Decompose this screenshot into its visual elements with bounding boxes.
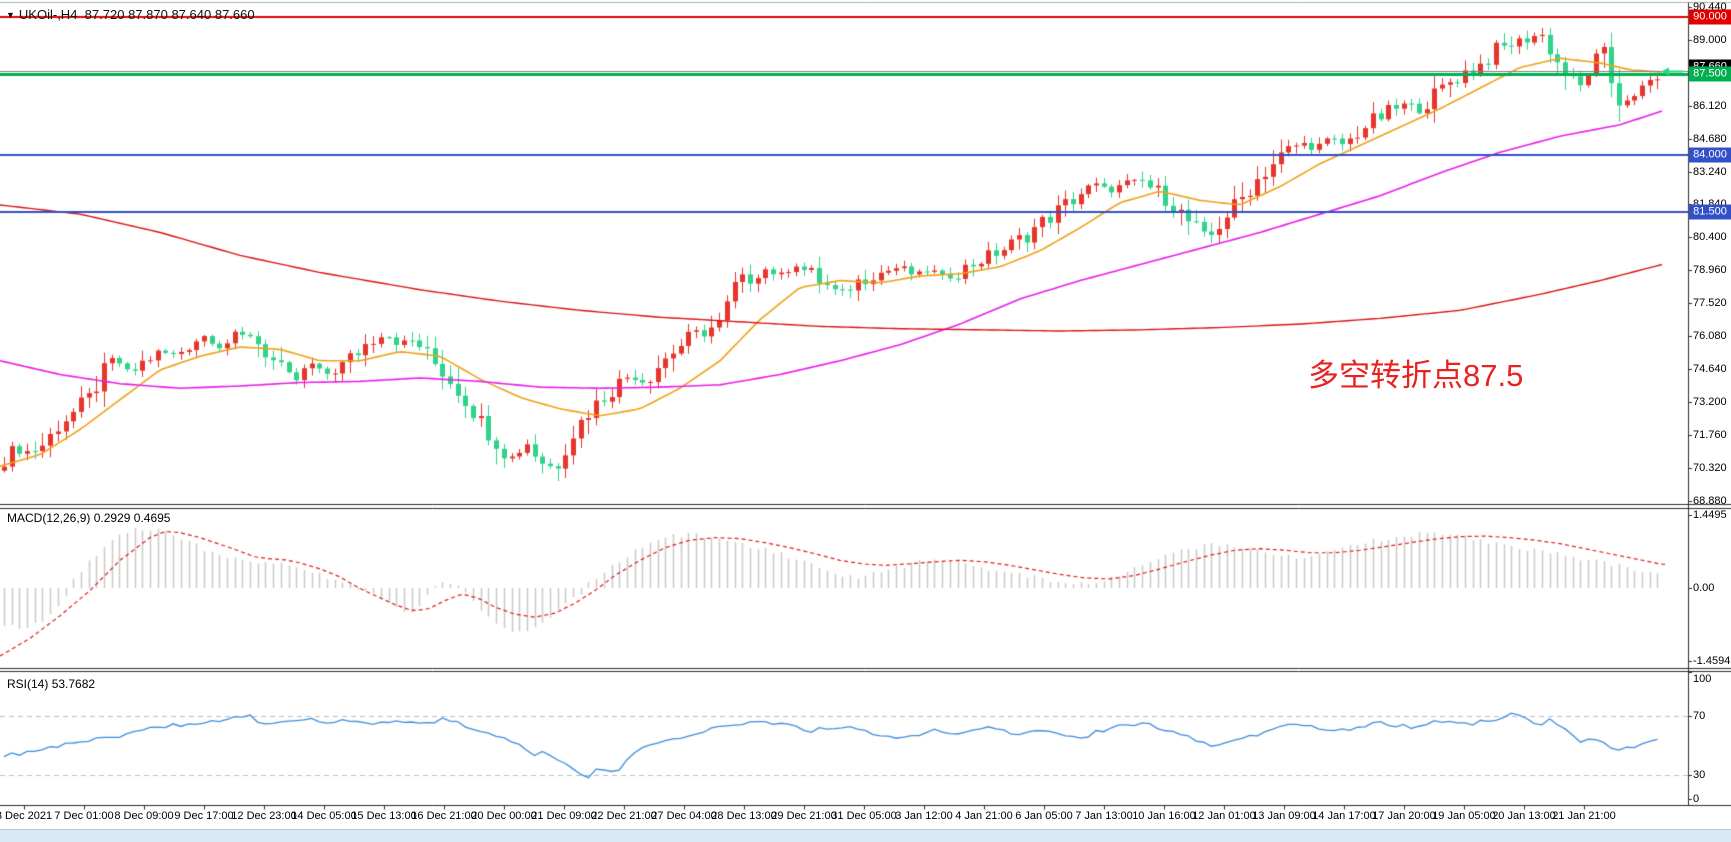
macd-main-value: 0.2929 [93, 511, 131, 525]
date-tick-label: 27 Dec 04:00 [651, 810, 717, 822]
price-tick-label: 71.760 [1693, 429, 1727, 441]
date-tick-label: 9 Dec 17:00 [174, 810, 234, 822]
ohlc-open: 87.720 [84, 7, 125, 22]
date-tick-label: 14 Dec 05:00 [291, 810, 357, 822]
date-tick-label: 21 Dec 09:00 [531, 810, 597, 822]
rsi-tick-label: 0 [1693, 793, 1700, 805]
macd-tick-label: 1.4495 [1693, 509, 1727, 521]
rsi-tick-label: 70 [1693, 710, 1706, 722]
date-tick-label: 8 Dec 09:00 [114, 810, 174, 822]
date-tick-label: 20 Dec 00:00 [471, 810, 537, 822]
price-tick-label: 89.000 [1693, 33, 1727, 46]
rsi-tick-label: 100 [1693, 673, 1712, 685]
price-badge: 84.000 [1689, 147, 1731, 163]
date-tick-label: 14 Jan 17:00 [1312, 810, 1376, 822]
rsi-name: RSI(14) [7, 677, 49, 691]
price-tick-label: 74.640 [1693, 363, 1727, 376]
chart-title: ▼ UKOil-,H4 87.720 87.870 87.640 87.660 [6, 7, 255, 22]
ohlc-close: 87.660 [214, 7, 255, 22]
macd-tick-label: 0.00 [1693, 582, 1715, 594]
price-tick-label: 83.240 [1693, 165, 1727, 178]
rsi-tick-label: 30 [1693, 769, 1706, 781]
date-tick-label: 10 Jan 16:00 [1132, 810, 1196, 822]
rsi-label: RSI(14) 53.7682 [7, 677, 95, 691]
price-badge: 81.500 [1689, 204, 1731, 220]
bottom-strip [0, 829, 1731, 842]
price-badge: 87.500 [1689, 66, 1731, 82]
symbol-period-label: UKOil-,H4 [18, 7, 78, 22]
date-tick-label: 12 Dec 23:00 [231, 810, 297, 822]
date-tick-label: 6 Jan 05:00 [1015, 810, 1073, 822]
price-badge: 90.000 [1689, 9, 1731, 25]
price-tick-label: 80.400 [1693, 231, 1727, 244]
ohlc-high: 87.870 [128, 7, 168, 22]
date-tick-label: 12 Jan 01:00 [1192, 810, 1256, 822]
price-tick-label: 77.520 [1693, 297, 1727, 310]
price-tick-label: 84.680 [1693, 132, 1727, 145]
date-tick-label: 28 Dec 13:00 [711, 810, 777, 822]
date-tick-label: 13 Jan 09:00 [1252, 810, 1316, 822]
date-tick-label: 21 Jan 21:00 [1552, 810, 1616, 822]
macd-tick-label: -1.4594 [1693, 655, 1731, 668]
date-tick-label: 3 Jan 12:00 [895, 810, 953, 822]
date-tick-label: 22 Dec 21:00 [591, 810, 657, 822]
date-tick-label: 7 Jan 13:00 [1075, 810, 1133, 822]
annotation-text: 多空转折点87.5 [1308, 358, 1524, 393]
price-tick-label: 76.080 [1693, 330, 1727, 343]
price-tick-label: 86.120 [1693, 99, 1727, 112]
price-tick-label: 68.880 [1693, 495, 1727, 507]
price-tick-label: 73.200 [1693, 396, 1727, 409]
date-tick-label: 3 Dec 2021 [0, 810, 53, 822]
symbol-dropdown-icon[interactable]: ▼ [6, 10, 15, 20]
macd-label: MACD(12,26,9) 0.2929 0.4695 [7, 511, 170, 525]
date-tick-label: 31 Dec 05:00 [831, 810, 897, 822]
date-tick-label: 20 Jan 13:00 [1492, 810, 1556, 822]
date-tick-label: 4 Jan 21:00 [955, 810, 1013, 822]
price-tick-label: 78.960 [1693, 264, 1727, 277]
ohlc-low: 87.640 [171, 7, 212, 22]
macd-signal-value: 0.4695 [133, 511, 171, 525]
date-tick-label: 7 Dec 01:00 [54, 810, 114, 822]
date-tick-label: 16 Dec 21:00 [411, 810, 477, 822]
date-tick-label: 15 Dec 13:00 [351, 810, 417, 822]
rsi-value: 53.7682 [51, 677, 96, 691]
date-tick-label: 29 Dec 21:00 [771, 810, 837, 822]
price-tick-label: 70.320 [1693, 462, 1727, 474]
date-tick-label: 19 Jan 05:00 [1432, 810, 1496, 822]
macd-name: MACD(12,26,9) [7, 511, 91, 525]
date-tick-label: 17 Jan 20:00 [1372, 810, 1436, 822]
